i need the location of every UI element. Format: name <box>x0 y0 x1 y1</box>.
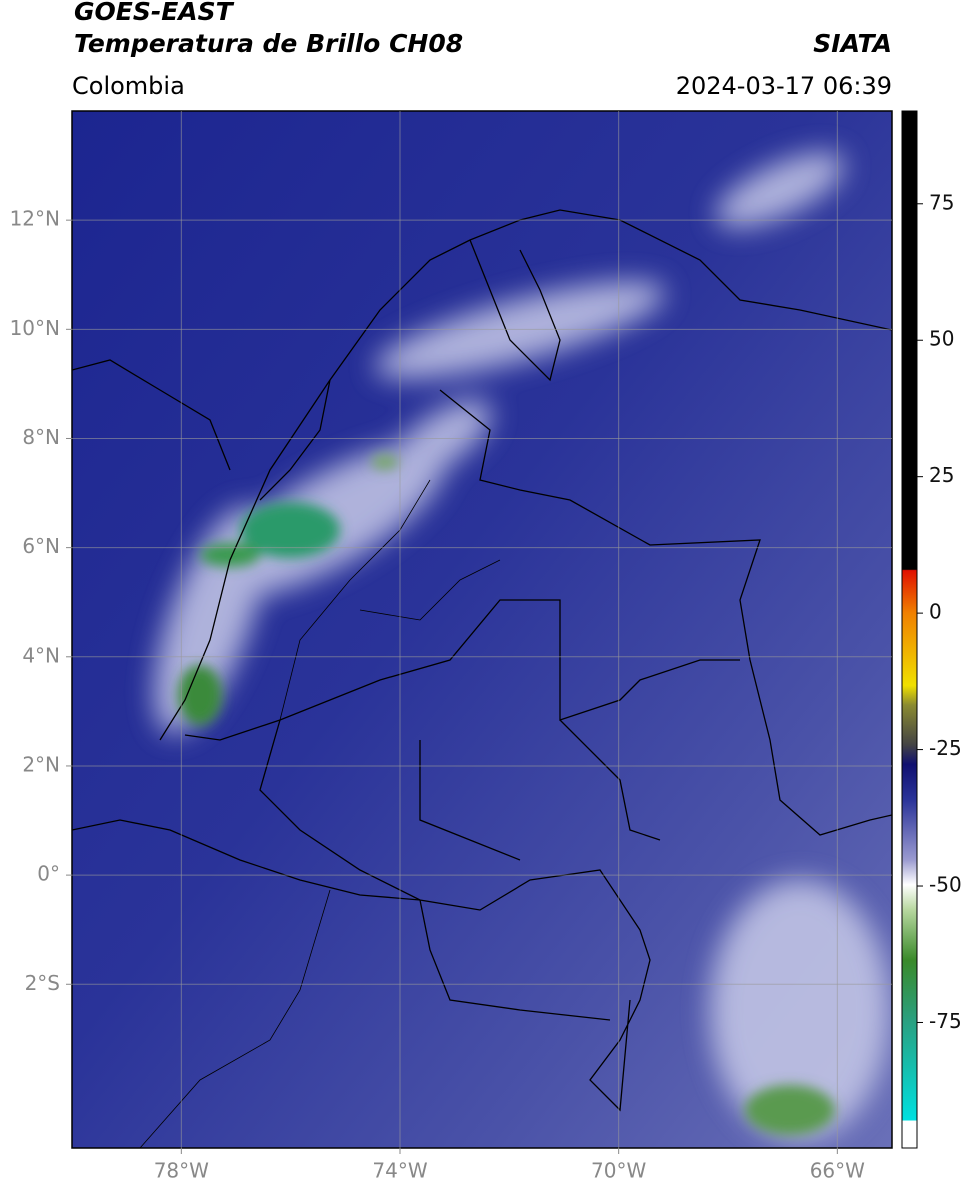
colorbar-tick-label: 75 <box>929 190 954 214</box>
x-tick-label: 66°W <box>810 1159 865 1183</box>
y-tick-label: 2°N <box>22 752 60 776</box>
colorbar-tick-label: 25 <box>929 463 954 487</box>
y-tick-label: 0° <box>37 862 60 886</box>
y-tick-label: 10°N <box>10 316 60 340</box>
colorbar-tick-label: 50 <box>929 327 954 351</box>
source: SIATA <box>813 29 892 58</box>
map-frame <box>71 110 893 1149</box>
satellite-image <box>72 111 892 1148</box>
x-tick-label: 70°W <box>591 1159 646 1183</box>
subtitle: Temperatura de Brillo CH08 <box>74 29 463 58</box>
y-tick-label: 8°N <box>22 425 60 449</box>
title: GOES-EAST <box>74 0 235 26</box>
datetime: 2024-03-17 06:39 <box>676 72 892 100</box>
y-tick-label: 4°N <box>22 643 60 667</box>
y-tick-label: 12°N <box>10 207 60 231</box>
region: Colombia <box>72 72 185 100</box>
y-tick-label: 2°S <box>25 971 60 995</box>
x-tick-label: 78°W <box>154 1159 209 1183</box>
colorbar-tick-label: -75 <box>929 1009 962 1033</box>
y-tick-label: 6°N <box>22 534 60 558</box>
colorbar-tick-label: 0 <box>929 600 942 624</box>
colorbar-tick-label: -25 <box>929 736 962 760</box>
x-tick-label: 74°W <box>372 1159 427 1183</box>
colorbar <box>901 110 918 1149</box>
colorbar-tick-label: -50 <box>929 873 962 897</box>
